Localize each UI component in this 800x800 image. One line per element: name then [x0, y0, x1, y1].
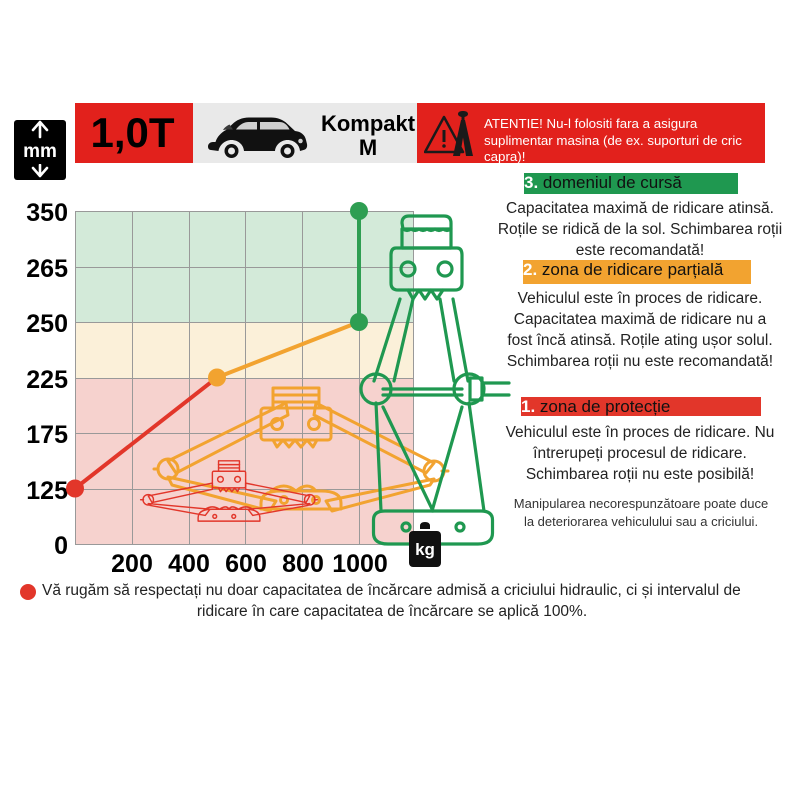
svg-text:kg: kg — [415, 540, 435, 559]
